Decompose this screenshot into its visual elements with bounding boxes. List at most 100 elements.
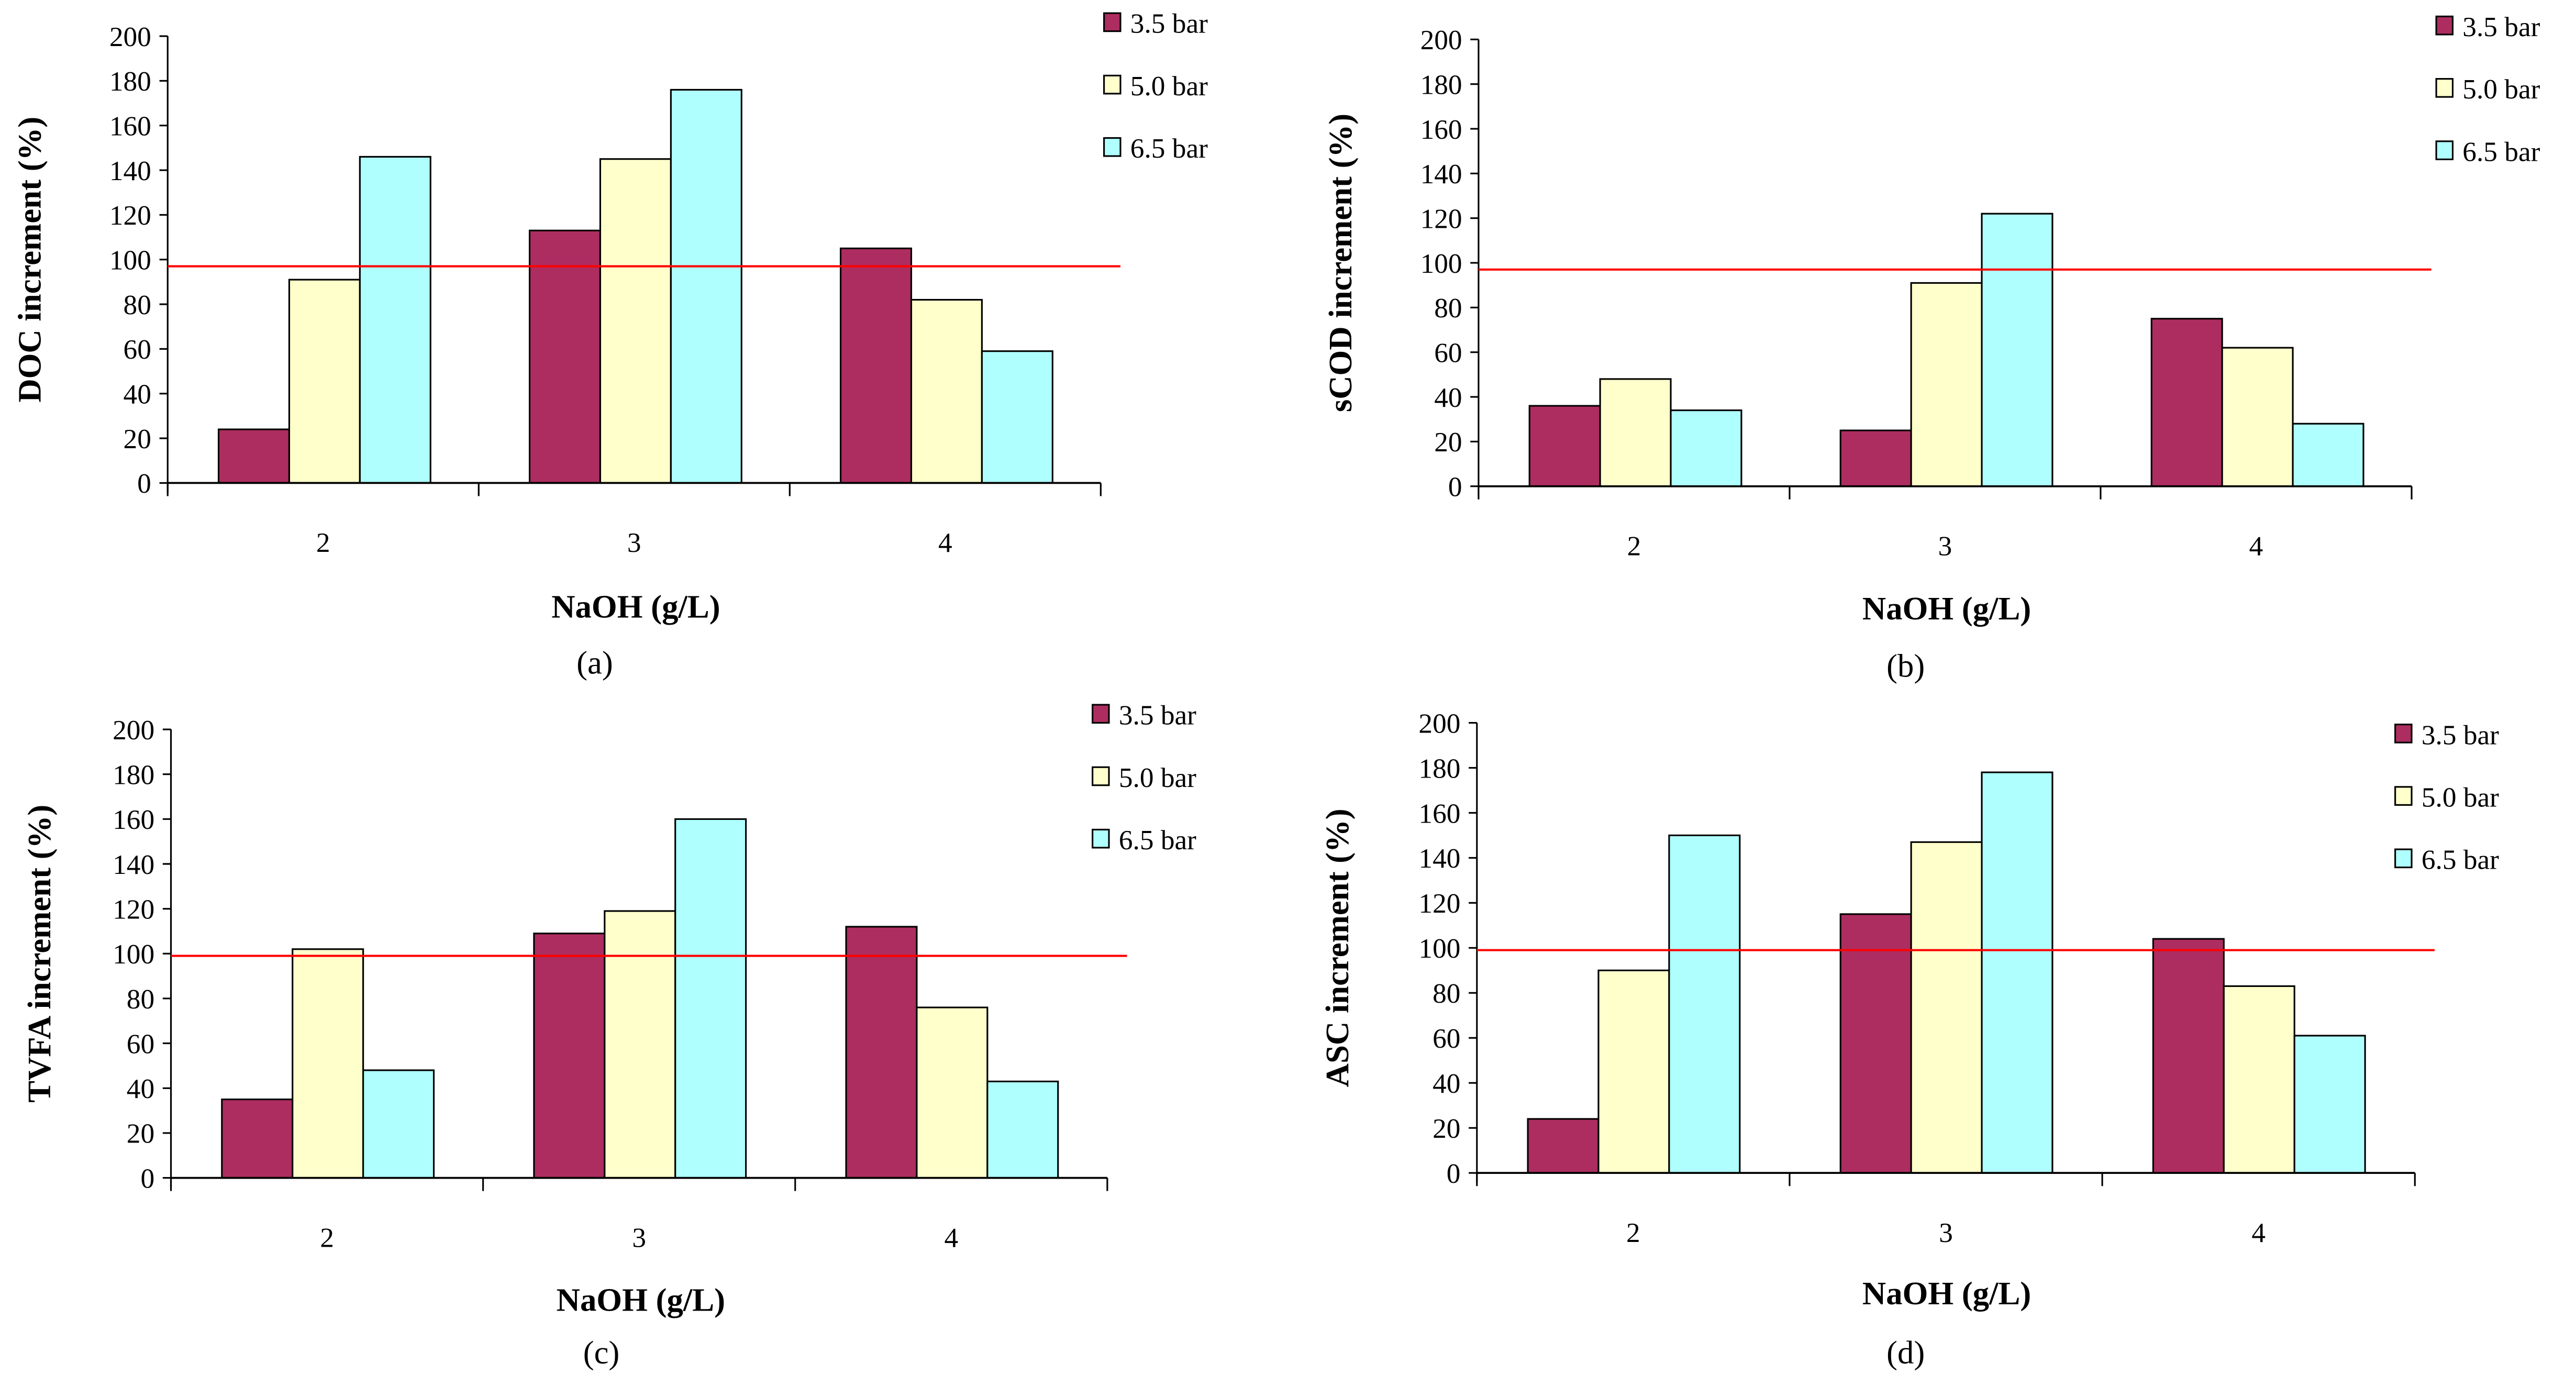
x-axis-title: NaOH (g/L) [1862, 590, 2031, 627]
legend-label: 5.0 bar [2422, 782, 2499, 813]
y-axis-title: DOC increment (%) [11, 117, 48, 403]
bar-65bar-4 [986, 1080, 1059, 1179]
y-tick-label: 100 [1418, 933, 1460, 964]
legend-swatch [1092, 704, 1110, 724]
legend-label: 6.5 bar [1119, 824, 1196, 856]
legend-label: 6.5 bar [2462, 136, 2540, 167]
y-tick-label: 120 [1418, 887, 1460, 919]
panel-caption: (d) [1886, 1334, 1925, 1371]
y-tick-label: 140 [1420, 158, 1462, 190]
bar-35bar-2 [1528, 405, 1601, 487]
y-tick-label: 100 [109, 245, 151, 276]
bar-65bar-4 [2293, 1035, 2366, 1174]
x-axis-title: NaOH (g/L) [557, 1282, 725, 1318]
x-tick-label: 2 [316, 527, 330, 558]
y-tick-label: 20 [1433, 1113, 1460, 1144]
y-tick-label: 180 [1418, 752, 1460, 784]
y-tick-label: 20 [127, 1118, 154, 1149]
x-tick-label: 2 [1627, 530, 1641, 561]
y-tick-label: 160 [109, 110, 151, 142]
legend-swatch [2394, 786, 2413, 806]
bar-35bar-2 [217, 428, 290, 484]
legend-label: 6.5 bar [1130, 132, 1208, 164]
x-axis-title: NaOH (g/L) [1862, 1275, 2031, 1312]
bar-35bar-4 [839, 247, 913, 484]
legend-label: 5.0 bar [2462, 73, 2540, 105]
x-tick-label: 3 [627, 527, 641, 558]
bar-50bar-4 [910, 298, 983, 484]
legend-label: 3.5 bar [1119, 700, 1196, 731]
bar-35bar-2 [1527, 1118, 1600, 1174]
y-tick-label: 200 [1420, 24, 1462, 56]
x-tick-label: 2 [1626, 1217, 1640, 1248]
bar-65bar-4 [2292, 423, 2364, 487]
bar-35bar-3 [1839, 913, 1912, 1174]
bar-35bar-4 [845, 926, 918, 1179]
y-tick-label: 80 [1434, 292, 1462, 324]
x-tick-label: 4 [938, 527, 952, 558]
bar-50bar-2 [288, 279, 361, 484]
y-tick-label: 20 [1434, 426, 1462, 458]
y-tick-label: 80 [1433, 978, 1460, 1009]
bar-65bar-2 [1668, 834, 1741, 1174]
panel-caption: (a) [576, 644, 613, 681]
legend-label: 6.5 bar [2422, 844, 2499, 875]
bar-35bar-3 [533, 933, 606, 1179]
legend-label: 3.5 bar [1130, 8, 1208, 39]
bar-65bar-3 [674, 818, 747, 1179]
y-tick-label: 200 [113, 714, 154, 746]
y-tick-label: 60 [127, 1028, 154, 1059]
bar-65bar-4 [981, 350, 1053, 484]
x-tick-label: 4 [2251, 1217, 2266, 1248]
x-axis-title: NaOH (g/L) [551, 589, 720, 625]
bar-50bar-3 [604, 910, 676, 1179]
y-tick-label: 100 [113, 938, 154, 970]
y-tick-label: 80 [127, 983, 154, 1015]
bar-35bar-2 [221, 1099, 294, 1179]
y-tick-label: 0 [1448, 471, 1462, 503]
bar-50bar-2 [1599, 378, 1672, 487]
x-tick-label: 2 [320, 1222, 334, 1253]
y-tick-label: 40 [1433, 1068, 1460, 1099]
y-tick-label: 0 [137, 468, 151, 499]
bar-65bar-3 [1981, 771, 2053, 1174]
legend-swatch [1092, 766, 1110, 786]
y-tick-label: 160 [113, 804, 154, 835]
chart-panel-d: 0 20 40 60 80 100 120 140 160 180 200 2 3 4 ASC increm… [1319, 707, 2499, 1371]
y-tick-label: 60 [1434, 337, 1462, 369]
legend-swatch [2435, 140, 2454, 160]
bar-65bar-3 [1981, 213, 2053, 487]
legend-label: 3.5 bar [2462, 11, 2540, 42]
y-tick-label: 100 [1420, 248, 1462, 279]
x-tick-label: 4 [2249, 530, 2263, 561]
y-tick-label: 40 [1434, 382, 1462, 413]
y-tick-label: 160 [1420, 114, 1462, 145]
bar-50bar-4 [2221, 347, 2294, 487]
legend-swatch [1103, 74, 1122, 95]
y-axis-title: ASC increment (%) [1319, 808, 1356, 1087]
x-tick-label: 3 [1939, 1217, 1953, 1248]
bar-65bar-2 [1670, 409, 1742, 487]
y-tick-label: 0 [1447, 1158, 1461, 1189]
bar-50bar-3 [1910, 282, 1983, 487]
legend-label: 5.0 bar [1119, 762, 1196, 793]
chart-panel-a: 0 20 40 60 80 100 120 140 160 180 200 2 3 4 DOC increm… [11, 8, 1208, 681]
panel-caption: (c) [583, 1334, 620, 1371]
y-tick-label: 120 [1420, 203, 1462, 234]
bar-50bar-2 [1597, 969, 1670, 1174]
x-tick-label: 3 [1938, 530, 1952, 561]
panel-caption: (b) [1886, 648, 1925, 684]
y-tick-label: 140 [113, 849, 154, 880]
y-tick-label: 40 [127, 1073, 154, 1104]
legend-label: 5.0 bar [1130, 70, 1208, 102]
legend-swatch [2394, 848, 2413, 869]
y-tick-label: 60 [1433, 1023, 1460, 1054]
y-tick-label: 80 [124, 289, 151, 320]
y-tick-label: 120 [109, 199, 151, 231]
y-tick-label: 40 [124, 379, 151, 410]
bar-35bar-4 [2152, 938, 2225, 1174]
y-tick-label: 180 [113, 759, 154, 791]
legend-swatch [2435, 15, 2454, 36]
y-tick-label: 0 [140, 1162, 154, 1194]
bar-50bar-2 [292, 948, 364, 1179]
